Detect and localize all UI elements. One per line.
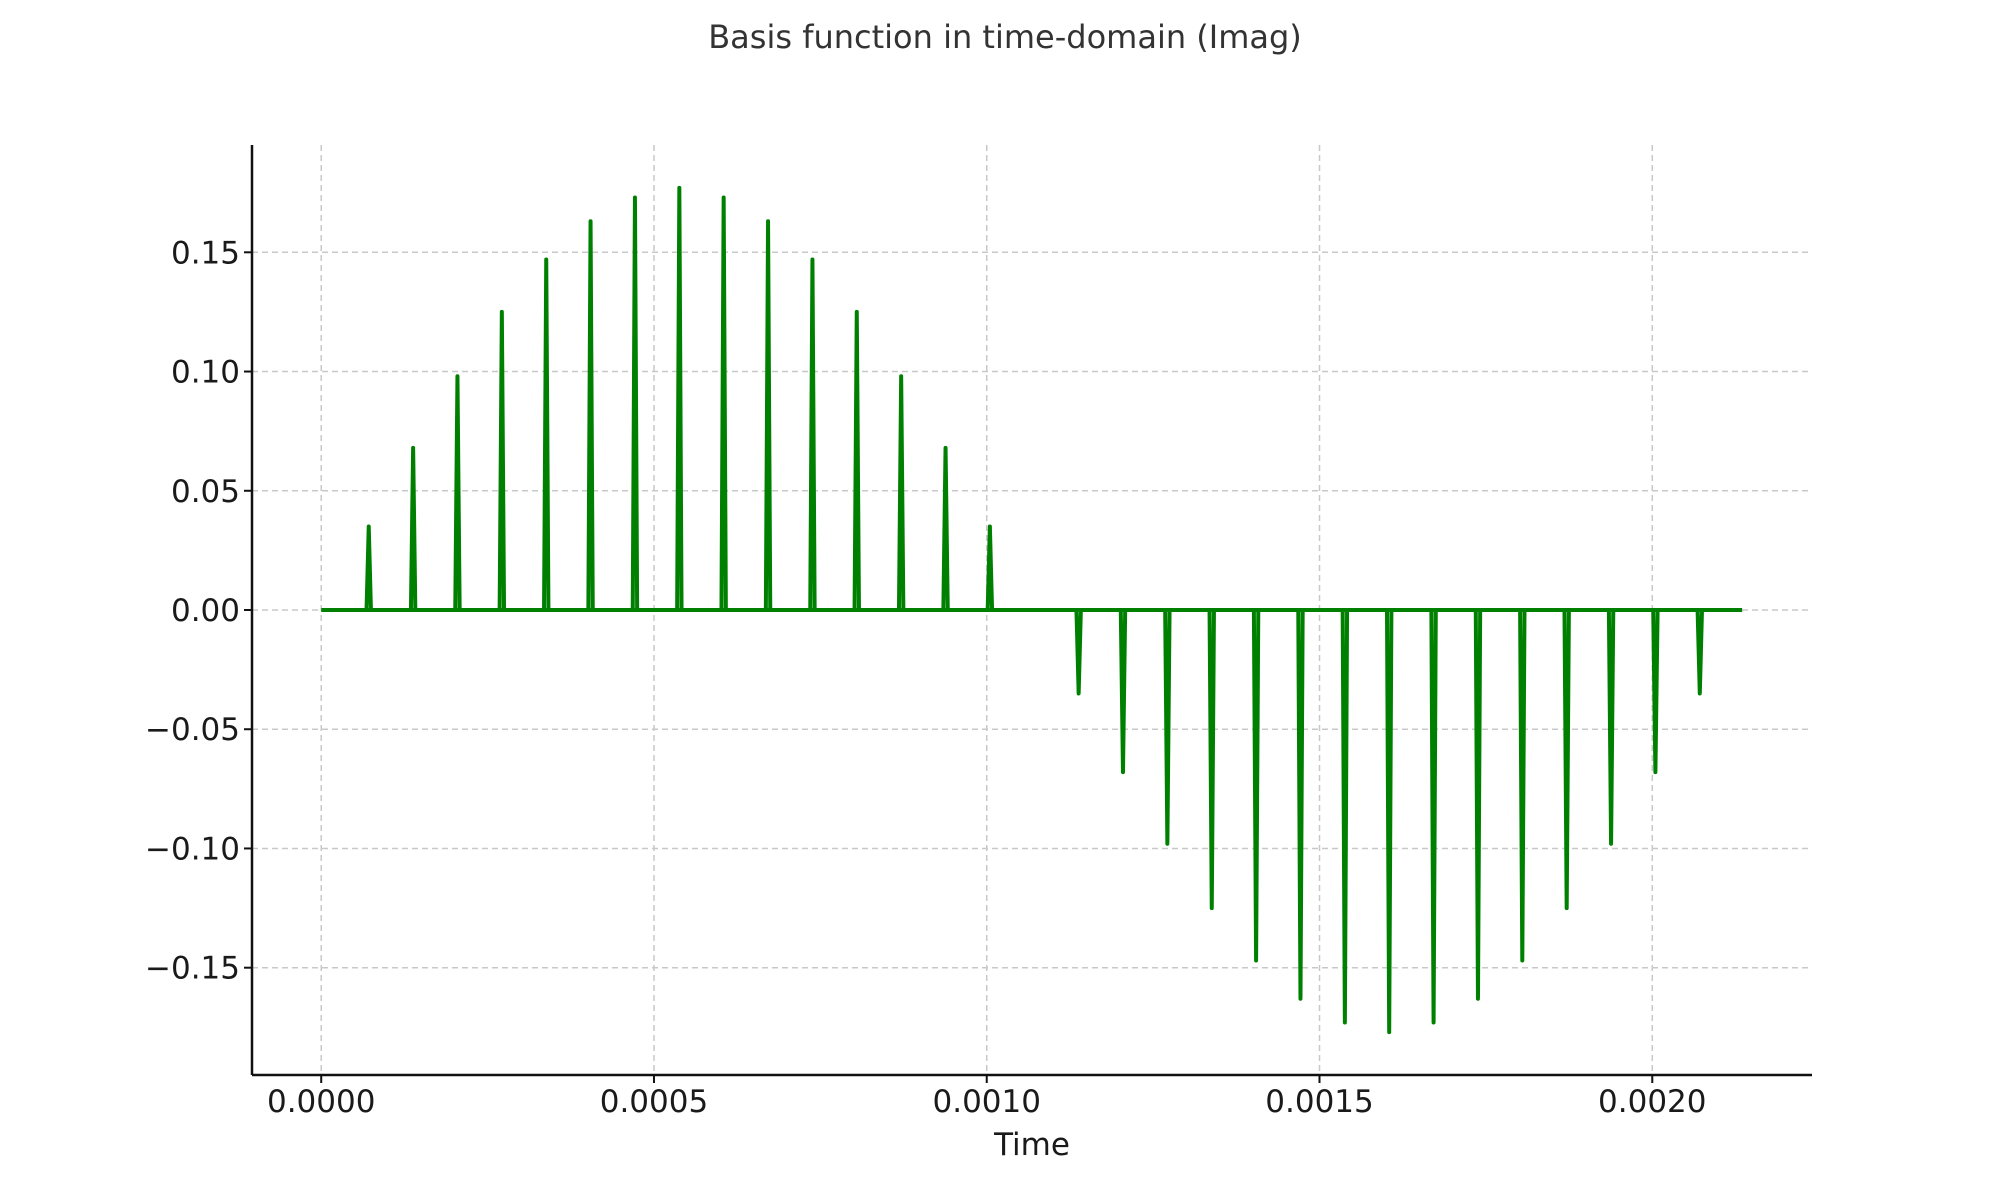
data-spike bbox=[896, 374, 906, 612]
data-spike bbox=[497, 309, 507, 612]
y-tick-label: −0.15 bbox=[145, 951, 240, 987]
data-spike bbox=[1384, 608, 1394, 1035]
data-spike bbox=[1296, 608, 1305, 1001]
data-spike bbox=[630, 195, 640, 612]
tick-layer: 0.0000 0.0005 0.0010 0.0015 0.0020 0.15 0.10 0.… bbox=[145, 235, 1707, 1120]
data-spike bbox=[1207, 608, 1216, 911]
x-tick-label: 0.0005 bbox=[600, 1084, 708, 1120]
data-spike bbox=[1429, 608, 1438, 1025]
y-tick-label: 0.00 bbox=[171, 593, 240, 629]
x-tick-label: 0.0000 bbox=[267, 1084, 375, 1120]
data-spike bbox=[1251, 608, 1261, 963]
data-spike bbox=[675, 185, 684, 612]
chart-title: Basis function in time-domain (Imag) bbox=[708, 18, 1302, 56]
x-tick-label: 0.0015 bbox=[1265, 1084, 1373, 1120]
data-spike bbox=[542, 257, 551, 612]
data-spike bbox=[1074, 608, 1083, 696]
data-spike bbox=[453, 374, 462, 612]
x-axis-label: Time bbox=[993, 1127, 1070, 1163]
data-spike bbox=[1606, 608, 1616, 846]
data-spike bbox=[1562, 608, 1571, 911]
data-spike bbox=[985, 524, 995, 612]
y-tick-label: −0.05 bbox=[145, 712, 240, 748]
y-tick-label: 0.15 bbox=[171, 235, 240, 271]
data-spike bbox=[852, 309, 861, 612]
data-spike bbox=[808, 257, 817, 612]
data-spike bbox=[1651, 608, 1660, 775]
data-spike bbox=[1518, 608, 1527, 963]
data-spike bbox=[364, 524, 373, 612]
data-spike bbox=[1473, 608, 1483, 1001]
y-tick-label: 0.10 bbox=[171, 355, 240, 391]
x-tick-label: 0.0010 bbox=[933, 1084, 1041, 1120]
data-spike bbox=[1695, 608, 1704, 696]
data-spike bbox=[719, 195, 728, 612]
y-tick-label: 0.05 bbox=[171, 474, 240, 510]
x-tick-label: 0.0020 bbox=[1598, 1084, 1706, 1120]
data-spike bbox=[941, 445, 950, 612]
data-spike bbox=[408, 445, 418, 612]
y-tick-label: −0.10 bbox=[145, 831, 240, 867]
data-layer bbox=[321, 185, 1743, 1035]
data-spike bbox=[1340, 608, 1350, 1025]
data-spike bbox=[586, 219, 595, 612]
data-spike bbox=[1163, 608, 1172, 846]
data-spike bbox=[1118, 608, 1128, 775]
data-spike bbox=[763, 219, 773, 612]
